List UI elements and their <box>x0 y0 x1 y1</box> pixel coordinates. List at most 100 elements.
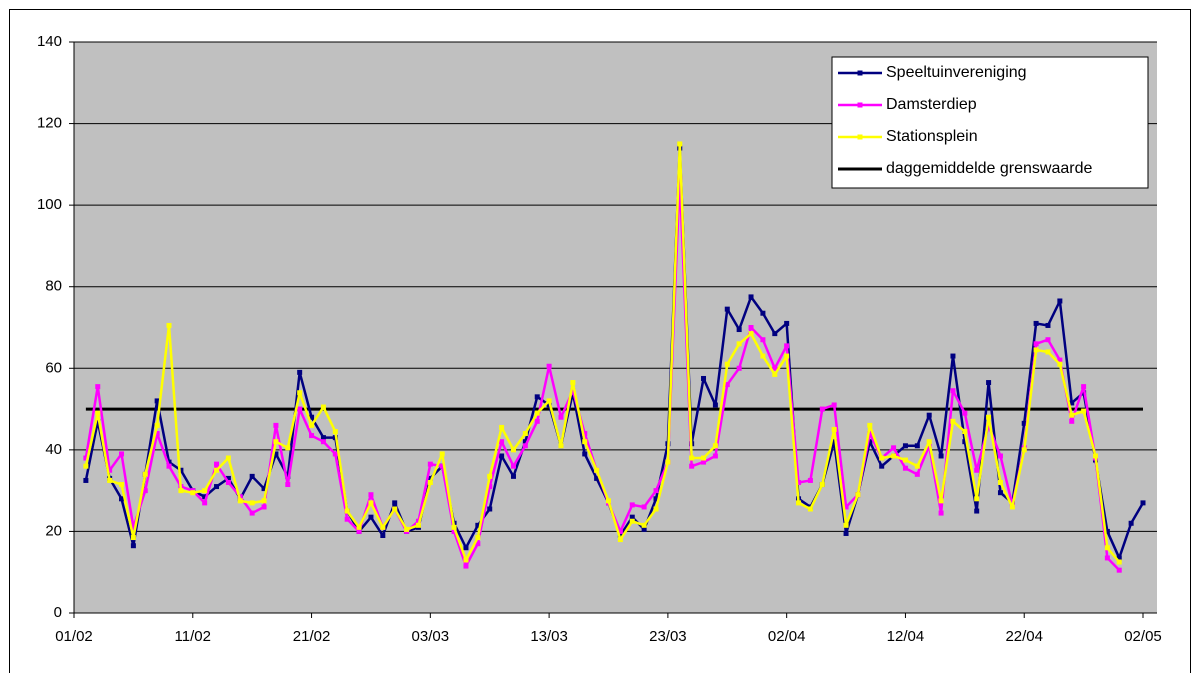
point-marker <box>570 388 576 394</box>
point-marker <box>641 526 647 532</box>
point-marker <box>902 465 908 471</box>
point-marker <box>760 353 766 359</box>
point-marker <box>1140 500 1146 506</box>
point-marker <box>475 535 481 541</box>
point-marker <box>926 412 932 418</box>
point-marker <box>214 461 220 467</box>
point-marker <box>677 141 683 147</box>
point-marker <box>130 535 136 541</box>
point-marker <box>1069 412 1075 418</box>
point-marker <box>986 380 992 386</box>
point-marker <box>594 467 600 473</box>
point-marker <box>249 510 255 516</box>
point-marker <box>499 453 505 459</box>
point-marker <box>950 388 956 394</box>
point-marker <box>594 475 600 481</box>
y-tick-label: 140 <box>37 33 62 50</box>
point-marker <box>178 467 184 473</box>
point-marker <box>392 506 398 512</box>
point-marker <box>807 506 813 512</box>
point-marker <box>83 477 89 483</box>
point-marker <box>819 406 825 412</box>
point-marker <box>570 380 576 386</box>
point-marker <box>225 475 231 481</box>
point-marker <box>202 494 208 500</box>
point-marker <box>701 459 707 465</box>
point-marker <box>451 524 457 530</box>
point-marker <box>142 471 148 477</box>
point-marker <box>249 473 255 479</box>
point-marker <box>119 451 125 457</box>
point-marker <box>522 431 528 437</box>
point-marker <box>142 488 148 494</box>
x-tick-label: 02/04 <box>768 628 806 645</box>
point-marker <box>748 294 754 300</box>
point-marker <box>1057 298 1063 304</box>
point-marker <box>712 443 718 449</box>
point-marker <box>1128 520 1134 526</box>
point-marker <box>724 382 730 388</box>
point-marker <box>368 514 374 520</box>
point-marker <box>534 394 540 400</box>
point-marker <box>582 431 588 437</box>
point-marker <box>356 528 362 534</box>
point-marker <box>653 496 659 502</box>
y-tick-label: 80 <box>45 278 62 295</box>
point-marker <box>689 463 695 469</box>
x-tick-label: 11/02 <box>175 628 211 645</box>
point-marker <box>902 443 908 449</box>
point-marker <box>154 431 160 437</box>
point-marker <box>1045 322 1051 328</box>
point-marker <box>962 439 968 445</box>
point-marker <box>736 341 742 347</box>
point-marker <box>843 504 849 510</box>
point-marker <box>154 422 160 428</box>
point-marker <box>297 390 303 396</box>
point-marker <box>1045 349 1051 355</box>
point-marker <box>427 461 433 467</box>
point-marker <box>914 463 920 469</box>
point-marker <box>772 365 778 371</box>
point-marker <box>843 530 849 536</box>
point-marker <box>297 406 303 412</box>
point-marker <box>665 459 671 465</box>
point-marker <box>487 484 493 490</box>
point-marker <box>451 528 457 534</box>
point-marker <box>891 445 897 451</box>
point-marker <box>677 176 683 182</box>
point-marker <box>914 443 920 449</box>
point-marker <box>1033 347 1039 353</box>
point-marker <box>499 439 505 445</box>
point-marker <box>510 463 516 469</box>
point-marker <box>629 502 635 508</box>
point-marker <box>558 443 564 449</box>
point-marker <box>926 439 932 445</box>
point-marker <box>1021 420 1027 426</box>
point-marker <box>83 455 89 461</box>
y-tick-label: 60 <box>45 359 62 376</box>
point-marker <box>784 353 790 359</box>
point-marker <box>1081 408 1087 414</box>
point-marker <box>914 471 920 477</box>
point-marker <box>1021 447 1027 453</box>
point-marker <box>1092 453 1098 459</box>
point-marker <box>950 353 956 359</box>
x-tick-label: 03/03 <box>412 628 450 645</box>
point-marker <box>641 522 647 528</box>
point-marker <box>843 522 849 528</box>
point-marker <box>249 500 255 506</box>
point-marker <box>380 533 386 539</box>
point-marker <box>1104 545 1110 551</box>
point-marker <box>510 447 516 453</box>
point-marker <box>1057 361 1063 367</box>
y-tick-label: 0 <box>54 604 62 621</box>
point-marker <box>1069 400 1075 406</box>
point-marker <box>95 384 101 390</box>
point-marker <box>760 337 766 343</box>
point-marker <box>119 482 125 488</box>
point-marker <box>273 451 279 457</box>
point-marker <box>522 443 528 449</box>
point-marker <box>1081 384 1087 390</box>
point-marker <box>1116 555 1122 561</box>
point-marker <box>879 463 885 469</box>
